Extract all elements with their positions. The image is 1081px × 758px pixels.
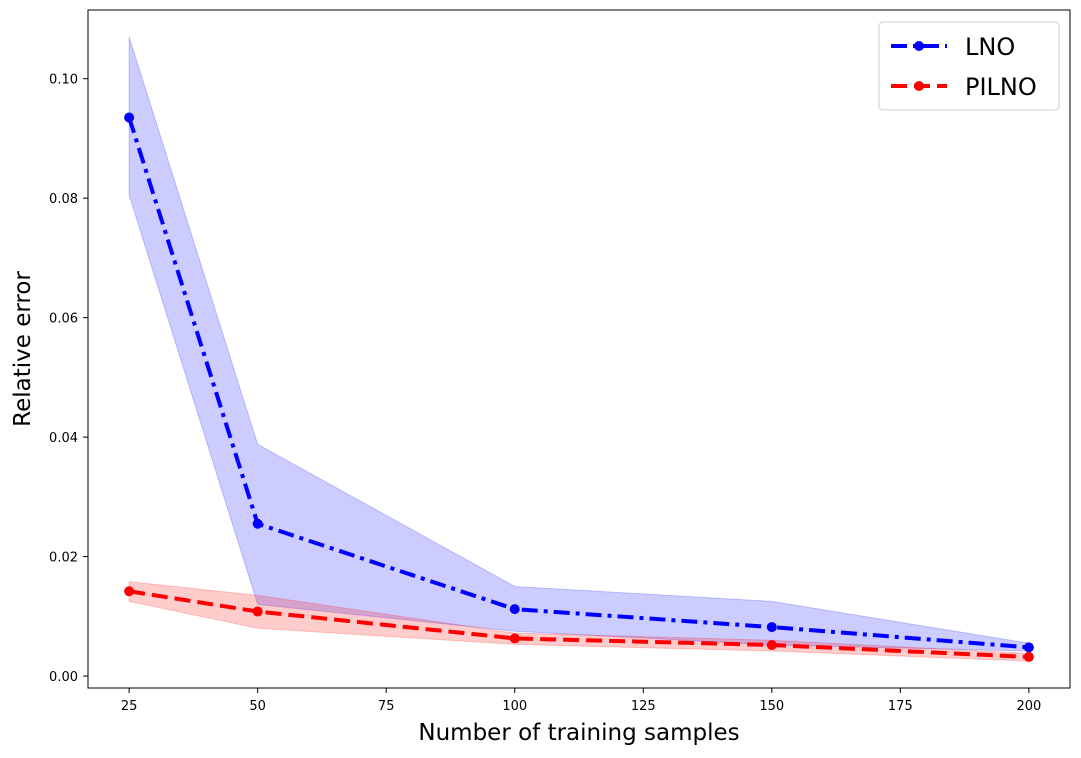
lno-point xyxy=(252,518,263,529)
lno-point xyxy=(1023,642,1034,653)
x-tick-label: 25 xyxy=(121,699,138,714)
lno-point xyxy=(766,622,777,633)
y-tick-label: 0.10 xyxy=(49,73,78,88)
x-tick-label: 100 xyxy=(502,699,527,714)
x-tick-label: 75 xyxy=(378,699,395,714)
pilno-point xyxy=(124,586,135,597)
lno-point xyxy=(509,604,520,615)
pilno-point xyxy=(252,606,263,617)
y-axis-ticks: 0.00 0.02 0.04 0.06 0.08 0.10 xyxy=(49,73,88,685)
legend: LNO PILNO xyxy=(878,21,1060,111)
pilno-point xyxy=(766,639,777,650)
x-tick-label: 125 xyxy=(631,699,656,714)
plot-frame xyxy=(87,9,1071,689)
error-bands xyxy=(128,36,1030,662)
y-tick-label: 0.02 xyxy=(49,551,78,566)
y-tick-label: 0.04 xyxy=(49,431,78,446)
y-tick-label: 0.08 xyxy=(49,192,78,207)
y-tick-label: 0.06 xyxy=(49,312,78,327)
x-tick-label: 200 xyxy=(1016,699,1041,714)
legend-pilno-marker xyxy=(914,81,924,91)
lno-point xyxy=(124,112,135,123)
x-tick-label: 150 xyxy=(759,699,784,714)
x-axis-ticks: 25 50 75 100 125 150 175 200 xyxy=(121,688,1041,714)
legend-pilno-label: PILNO xyxy=(965,73,1037,101)
lno-error-band xyxy=(128,36,1030,652)
y-tick-label: 0.00 xyxy=(49,670,78,685)
pilno-point xyxy=(509,633,520,644)
y-axis-label: Relative error xyxy=(10,271,36,427)
series-markers xyxy=(124,112,1034,662)
pilno-point xyxy=(1023,651,1034,662)
x-tick-label: 50 xyxy=(249,699,266,714)
x-axis-label: Number of training samples xyxy=(418,720,739,746)
legend-lno-marker xyxy=(914,41,924,51)
legend-lno-label: LNO xyxy=(965,33,1015,61)
x-tick-label: 175 xyxy=(888,699,913,714)
